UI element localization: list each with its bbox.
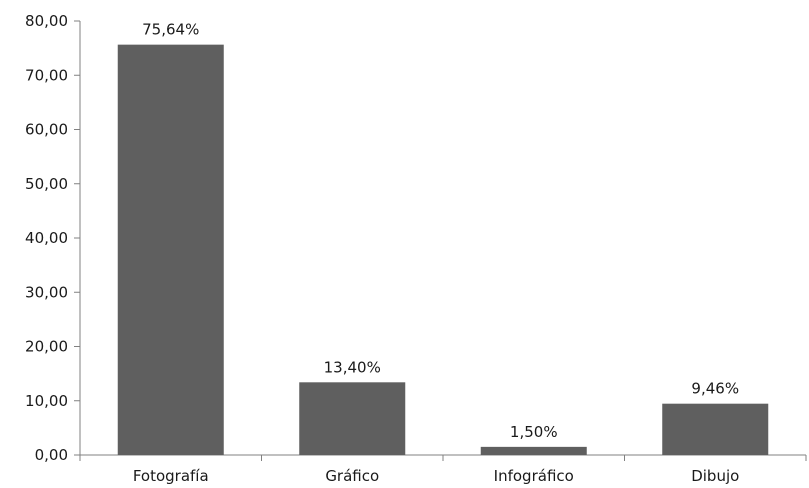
x-tick-label: Gráfico — [325, 467, 379, 485]
bar-1 — [117, 44, 224, 455]
data-label: 13,40% — [324, 358, 381, 376]
bar-4 — [662, 403, 769, 455]
y-tick-label: 50,00 — [25, 175, 68, 193]
data-label: 75,64% — [142, 21, 199, 39]
bar-3 — [480, 446, 587, 455]
y-tick-label: 70,00 — [25, 66, 68, 84]
data-labels: 75,64% 13,40% 1,50% 9,46% — [142, 21, 739, 441]
x-tick-label: Infográfico — [494, 467, 574, 485]
y-tick-label: 20,00 — [25, 338, 68, 356]
y-tick-label: 40,00 — [25, 229, 68, 247]
y-tick-label: 60,00 — [25, 121, 68, 139]
y-tick-label: 10,00 — [25, 392, 68, 410]
x-tick-label: Fotografía — [133, 467, 209, 485]
x-axis: Fotografía Gráfico Infográfico Dibujo — [79, 454, 807, 485]
data-label: 1,50% — [510, 423, 558, 441]
y-tick-label: 30,00 — [25, 283, 68, 301]
y-tick-label: 80,00 — [25, 12, 68, 30]
y-tick-label: 0,00 — [35, 446, 68, 464]
bars — [117, 44, 769, 455]
y-axis: 0,00 10,00 20,00 30,00 40,00 50,00 60,00 70,00 8… — [25, 12, 81, 464]
x-tick-label: Dibujo — [691, 467, 739, 485]
data-label: 9,46% — [691, 380, 739, 398]
bar-2 — [299, 382, 406, 455]
